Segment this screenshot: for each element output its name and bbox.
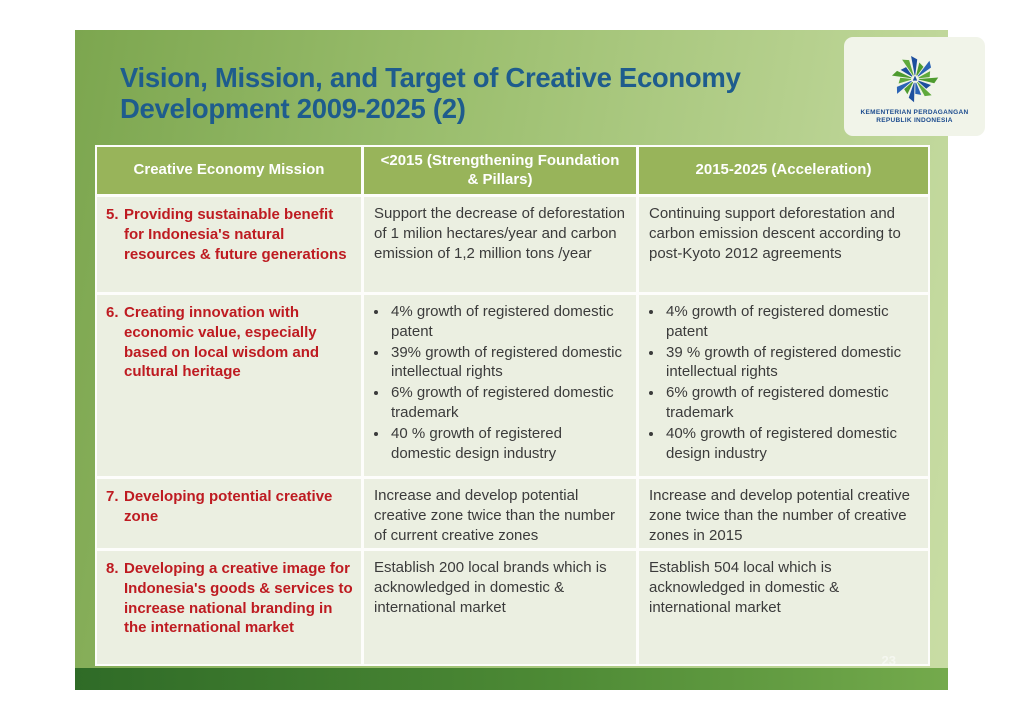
title-line-2: Development 2009-2025 (2) (120, 92, 466, 124)
ministry-logo-box: KEMENTERIAN PERDAGANGAN REPUBLIK INDONES… (844, 37, 985, 136)
bullet-item: 40 % growth of registered domestic desig… (389, 424, 626, 464)
bullet-item: 4% growth of registered domestic patent (664, 302, 918, 342)
ministry-of-trade-logo-icon (891, 55, 938, 102)
mission-text: Providing sustainable benefit for Indone… (124, 206, 347, 263)
page-number: 23 (881, 653, 896, 668)
logo-caption-line-1: KEMENTERIAN PERDAGANGAN (860, 108, 969, 116)
table-cell-row7-pre2015: Increase and develop potential creative … (364, 479, 636, 548)
table-row-mission-6: 6. Creating innovation with economic val… (97, 295, 361, 476)
logo-caption-line-2: REPUBLIK INDONESIA (876, 117, 953, 124)
title-line-1: Vision, Mission, and Target of Creative … (120, 62, 741, 93)
table-cell-row6-2015-2025: 4% growth of registered domestic patent … (639, 295, 928, 476)
bullet-item: 40% growth of registered domestic design… (664, 424, 918, 464)
table-header-mission: Creative Economy Mission (97, 147, 361, 194)
mission-text: Developing potential creative zone (124, 488, 333, 525)
bullet-item: 4% growth of registered domestic patent (389, 302, 626, 342)
table-cell-row5-2015-2025: Continuing support deforestation and car… (639, 197, 928, 292)
table-cell-row5-pre2015: Support the decrease of deforestation of… (364, 197, 636, 292)
table-cell-row6-pre2015: 4% growth of registered domestic patent … (364, 295, 636, 476)
mission-number: 8. (106, 560, 119, 577)
table-row-mission-5: 5. Providing sustainable benefit for Ind… (97, 197, 361, 292)
slide-title: Vision, Mission, and Target of Creative … (120, 62, 741, 125)
bullet-item: 6% growth of registered domestic tradema… (664, 383, 918, 423)
table-cell-row8-pre2015: Establish 200 local brands which is ackn… (364, 551, 636, 664)
mission-text: Creating innovation with economic value,… (124, 304, 320, 381)
table-row-mission-7: 7. Developing potential creative zone (97, 479, 361, 548)
creative-economy-mission-table: Creative Economy Mission <2015 (Strength… (95, 145, 930, 666)
table-header-pre2015: <2015 (Strengthening Foundation & Pillar… (364, 147, 636, 194)
presentation-slide: Vision, Mission, and Target of Creative … (75, 30, 985, 690)
slide-bottom-band (75, 668, 948, 690)
mission-number: 6. (106, 304, 119, 321)
table-header-2015-2025: 2015-2025 (Acceleration) (639, 147, 928, 194)
growth-bullet-list: 4% growth of registered domestic patent … (374, 302, 626, 463)
mission-text: Developing a creative image for Indonesi… (124, 560, 353, 637)
table-cell-row8-2015-2025: Establish 504 local which is acknowledge… (639, 551, 928, 664)
table-cell-row7-2015-2025: Increase and develop potential creative … (639, 479, 928, 548)
mission-number: 7. (106, 488, 119, 505)
table-row-mission-8: 8. Developing a creative image for Indon… (97, 551, 361, 664)
ministry-logo-caption: KEMENTERIAN PERDAGANGAN REPUBLIK INDONES… (860, 109, 968, 126)
mission-number: 5. (106, 206, 119, 223)
bullet-item: 6% growth of registered domestic tradema… (389, 383, 626, 423)
bullet-item: 39% growth of registered domestic intell… (389, 343, 626, 383)
growth-bullet-list: 4% growth of registered domestic patent … (649, 302, 918, 463)
bullet-item: 39 % growth of registered domestic intel… (664, 343, 918, 383)
